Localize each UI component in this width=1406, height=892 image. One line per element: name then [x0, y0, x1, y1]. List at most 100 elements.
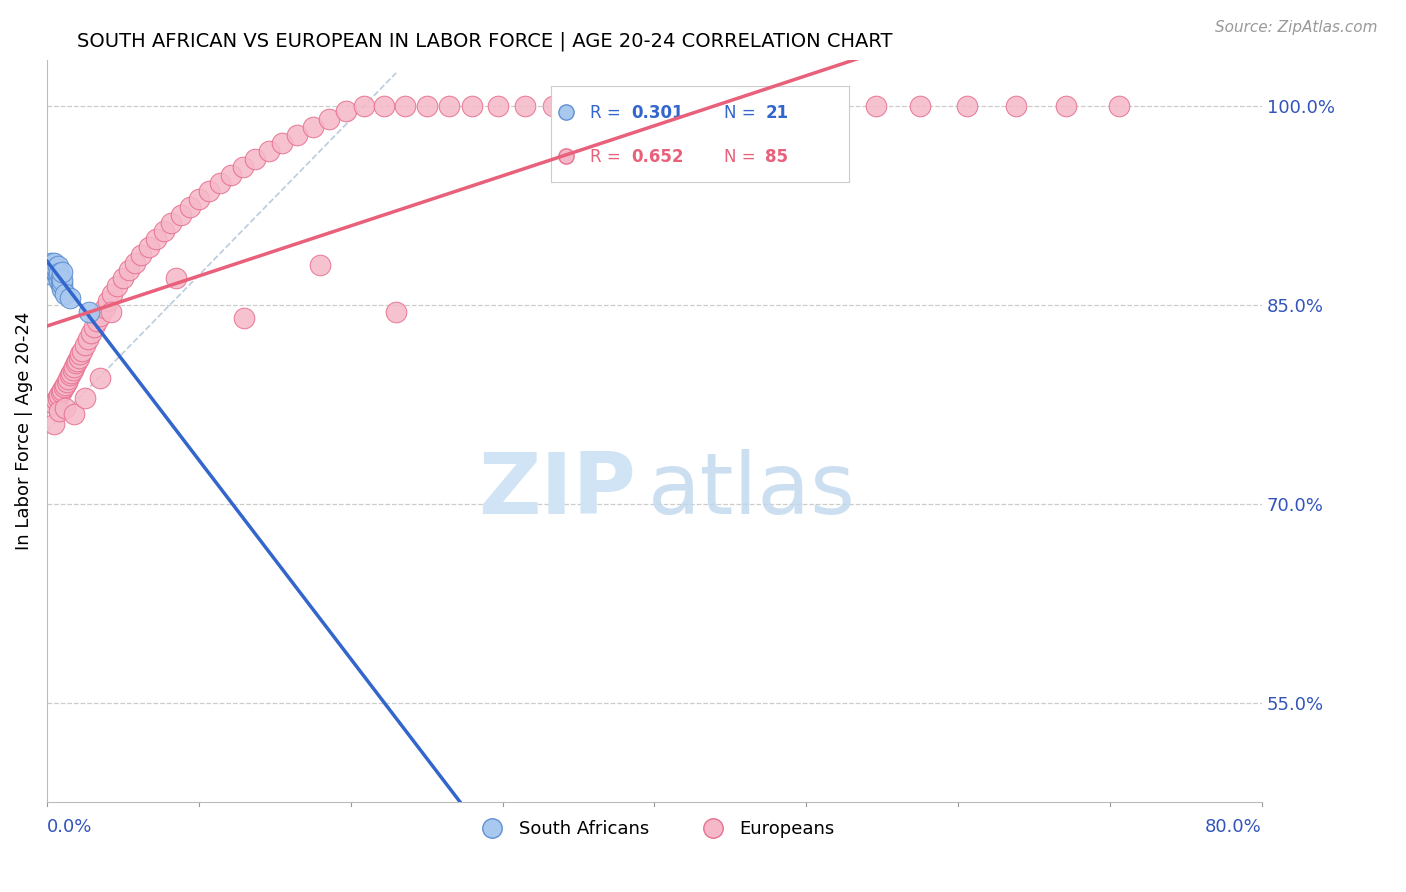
Point [51, 383, 73, 397]
Point [59, 368, 82, 383]
Point [41, 262, 63, 277]
Point [233, 311, 256, 326]
Point [63, 407, 86, 421]
Point [118, 263, 141, 277]
Point [101, 287, 124, 301]
Point [59, 291, 82, 305]
Point [780, 99, 803, 113]
Point [45, 393, 67, 408]
Point [42, 260, 65, 275]
Point [55, 375, 77, 389]
Point [353, 99, 375, 113]
Point [44, 263, 66, 277]
Point [46, 268, 69, 283]
Text: 0.0%: 0.0% [46, 818, 93, 836]
Point [48, 266, 70, 280]
Point [44, 397, 66, 411]
Point [53, 401, 76, 416]
Point [821, 99, 844, 113]
Point [46, 391, 69, 405]
Point [571, 99, 593, 113]
Point [60, 366, 83, 380]
Point [165, 271, 187, 285]
Point [62, 363, 84, 377]
Point [704, 99, 727, 113]
Point [66, 353, 89, 368]
Point [97, 293, 120, 308]
Point [153, 224, 176, 238]
Point [1054, 99, 1077, 113]
Point [160, 216, 183, 230]
Point [79, 304, 101, 318]
Point [486, 99, 509, 113]
Point [865, 99, 887, 113]
Point [49, 271, 72, 285]
Point [219, 168, 242, 182]
Point [45, 260, 67, 275]
Text: Source: ZipAtlas.com: Source: ZipAtlas.com [1215, 20, 1378, 35]
Point [124, 255, 146, 269]
Point [46, 260, 69, 274]
Point [415, 99, 437, 113]
Point [51, 265, 73, 279]
Point [63, 360, 86, 375]
Point [53, 377, 76, 392]
Point [373, 99, 395, 113]
Point [67, 351, 90, 365]
Point [48, 404, 70, 418]
Point [89, 371, 111, 385]
Point [41, 255, 63, 269]
Point [86, 314, 108, 328]
Point [145, 232, 167, 246]
Point [44, 255, 66, 269]
Point [100, 304, 122, 318]
Point [301, 120, 323, 135]
Point [39, 268, 62, 282]
Point [385, 304, 408, 318]
Point [77, 333, 100, 347]
Point [179, 200, 201, 214]
Point [600, 99, 623, 113]
Text: ZIP: ZIP [478, 449, 636, 532]
Point [51, 282, 73, 296]
Point [742, 99, 765, 113]
Point [83, 320, 105, 334]
Point [89, 309, 111, 323]
Legend: South Africans, Europeans: South Africans, Europeans [467, 813, 842, 846]
Text: atlas: atlas [648, 449, 856, 532]
Point [70, 344, 93, 359]
Point [271, 136, 294, 150]
Y-axis label: In Labor Force | Age 20-24: In Labor Force | Age 20-24 [15, 311, 32, 550]
Point [257, 144, 280, 158]
Point [52, 380, 75, 394]
Point [287, 128, 309, 143]
Point [515, 99, 537, 113]
Point [318, 112, 340, 127]
Point [309, 258, 332, 272]
Point [1005, 99, 1028, 113]
Point [634, 99, 657, 113]
Point [908, 99, 931, 113]
Point [53, 287, 76, 301]
Point [208, 176, 231, 190]
Point [73, 391, 96, 405]
Point [129, 247, 152, 261]
Text: 80.0%: 80.0% [1205, 818, 1263, 836]
Point [51, 277, 73, 291]
Point [187, 192, 209, 206]
Point [243, 152, 266, 166]
Point [394, 99, 416, 113]
Point [45, 265, 67, 279]
Point [48, 274, 70, 288]
Point [461, 99, 484, 113]
Point [105, 279, 128, 293]
Point [65, 356, 87, 370]
Point [49, 277, 72, 291]
Point [49, 385, 72, 400]
Point [1108, 99, 1130, 113]
Point [232, 160, 254, 174]
Point [335, 104, 357, 119]
Point [56, 372, 79, 386]
Point [73, 337, 96, 351]
Point [111, 271, 134, 285]
